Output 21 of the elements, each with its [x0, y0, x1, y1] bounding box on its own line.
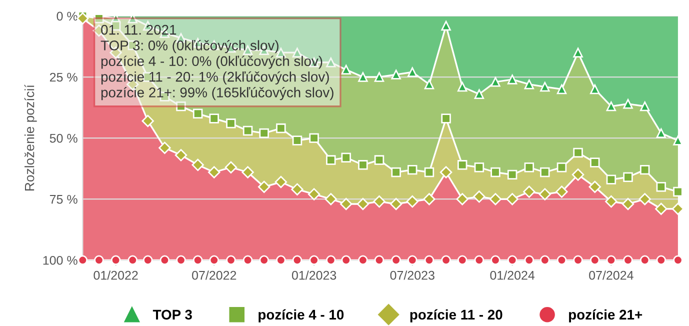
legend-label: pozície 4 - 10: [258, 309, 344, 322]
y-tick-label: 75 %: [50, 194, 78, 204]
x-tick-label: 01/2022: [94, 270, 138, 280]
annotation: pozície 11 - 20: 1% (2kľúčových slov): [101, 71, 329, 84]
y-tick-label: 50 %: [50, 134, 78, 143]
x-tick-label: 01/2024: [490, 270, 535, 280]
x-tick-label: 01/2023: [292, 270, 336, 280]
legend-label: pozície 21+: [569, 309, 642, 322]
x-tick-label: 07/2022: [192, 270, 236, 280]
annotation: TOP 3: 0% (0kľúčových slov): [100, 40, 278, 54]
legend-label: pozície 11 - 20: [410, 309, 502, 322]
legend-label: TOP 3: [152, 310, 192, 320]
y-axis-title: Rozloženie pozícií: [24, 84, 37, 191]
y-tick-label: 25 %: [50, 72, 78, 82]
y-tick-label: 0 %: [56, 12, 78, 21]
y-tick-label: 100 %: [43, 256, 78, 265]
annotation: pozície 21+: 99% (165kľúčových slov): [101, 87, 334, 100]
x-tick-label: 07/2024: [589, 270, 634, 280]
annotation: pozície 4 - 10: 0% (0kľúčových slov): [101, 56, 322, 69]
annotation: 01. 11. 2021: [101, 24, 176, 35]
x-tick-label: 07/2023: [390, 270, 434, 280]
